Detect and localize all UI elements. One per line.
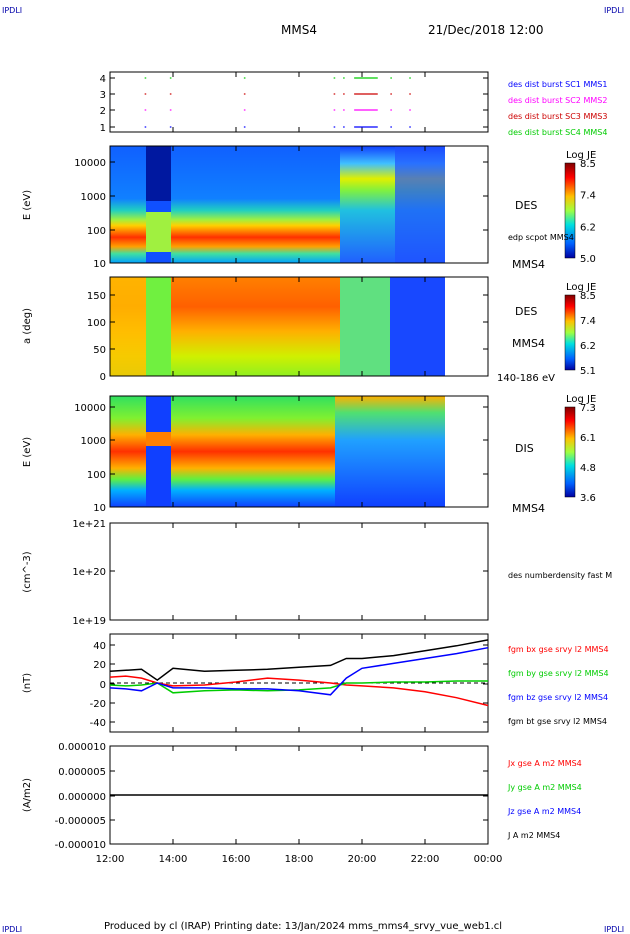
des-energy-spectrogram bbox=[110, 146, 488, 263]
ytick-label-des_energy: 1000 bbox=[81, 192, 106, 203]
legend-entry-bfield: fgm by gse srvy l2 MMS4 bbox=[508, 669, 609, 678]
ytick-label-current: -0.000010 bbox=[55, 840, 106, 851]
colorbar-title: Log JE bbox=[566, 394, 596, 405]
ytick-label-burst: 3 bbox=[100, 90, 106, 101]
ylabel-dis_energy: E (eV) bbox=[22, 437, 33, 467]
ytick-label-dis_energy: 10000 bbox=[74, 403, 106, 414]
xtick-label: 00:00 bbox=[474, 854, 503, 865]
dis-energy-spectrogram bbox=[110, 396, 488, 507]
colorbar-tick-label: 7.4 bbox=[580, 316, 596, 327]
ylabel-density: (cm^-3) bbox=[22, 551, 33, 592]
colorbar-tick-label: 5.1 bbox=[580, 366, 596, 377]
legend-entry-bfield: fgm bx gse srvy l2 MMS4 bbox=[508, 645, 609, 654]
colorbar-des-pitch bbox=[564, 294, 576, 371]
corner-label-top-left: IPDLI bbox=[2, 6, 22, 15]
xtick-label: 20:00 bbox=[348, 854, 377, 865]
right-label-dis_energy: MMS4 bbox=[512, 502, 545, 515]
right-label-des_pitch: MMS4 bbox=[512, 337, 545, 350]
ytick-label-density: 1e+21 bbox=[72, 519, 106, 530]
colorbar-tick-label: 7.3 bbox=[580, 403, 596, 414]
ytick-label-current: 0.000000 bbox=[58, 792, 106, 803]
legend-entry-burst: des dist burst SC4 MMS4 bbox=[508, 128, 607, 137]
legend-entry-burst: des dist burst SC1 MMS1 bbox=[508, 80, 607, 89]
ytick-label-burst: 2 bbox=[100, 106, 106, 117]
xtick-label: 12:00 bbox=[96, 854, 125, 865]
ytick-label-dis_energy: 10 bbox=[93, 503, 106, 514]
ytick-label-density: 1e+19 bbox=[72, 616, 106, 627]
series-line-0 bbox=[109, 675, 489, 707]
xtick-label: 22:00 bbox=[411, 854, 440, 865]
datetime-title: 21/Dec/2018 12:00 bbox=[428, 23, 544, 37]
ylabel-current: (A/m2) bbox=[22, 778, 33, 812]
legend-entry-bfield: fgm bz gse srvy l2 MMS4 bbox=[508, 693, 608, 702]
mission-title: MMS4 bbox=[281, 23, 317, 37]
legend-entry-current: J A m2 MMS4 bbox=[507, 831, 560, 840]
ytick-label-bfield: -20 bbox=[90, 699, 106, 710]
right-label-dis_energy: DIS bbox=[515, 442, 534, 455]
legend-entry-burst: des dist burst SC3 MMS3 bbox=[508, 112, 607, 121]
right-label-des_pitch: 140-186 eV bbox=[497, 373, 555, 384]
ytick-label-dis_energy: 1000 bbox=[81, 436, 106, 447]
ytick-label-current: 0.000010 bbox=[58, 742, 106, 753]
colorbar-tick-label: 6.2 bbox=[580, 341, 596, 352]
xtick-label: 18:00 bbox=[285, 854, 314, 865]
xtick-label: 16:00 bbox=[222, 854, 251, 865]
series-line-2 bbox=[109, 646, 489, 696]
colorbar-des-energy bbox=[564, 162, 576, 259]
ytick-label-bfield: 40 bbox=[93, 641, 106, 652]
ytick-label-bfield: -40 bbox=[90, 718, 106, 729]
xtick-label: 14:00 bbox=[159, 854, 188, 865]
ytick-label-des_energy: 100 bbox=[87, 226, 106, 237]
panel-frame-burst bbox=[109, 71, 489, 133]
ytick-label-des_energy: 10 bbox=[93, 259, 106, 270]
colorbar-title: Log JE bbox=[566, 150, 596, 161]
legend-entry-density: des numberdensity fast M bbox=[508, 571, 612, 580]
colorbar-tick-label: 3.6 bbox=[580, 493, 596, 504]
ytick-label-burst: 1 bbox=[100, 123, 106, 134]
ylabel-des_pitch: a (deg) bbox=[22, 308, 33, 344]
footer-credits: Produced by cl (IRAP) Printing date: 13/… bbox=[104, 921, 502, 932]
ylabel-des_energy: E (eV) bbox=[22, 190, 33, 220]
ytick-label-bfield: 0 bbox=[100, 680, 106, 691]
ytick-label-des_pitch: 150 bbox=[87, 291, 106, 302]
corner-label-bottom-left: IPDLI bbox=[2, 925, 22, 934]
legend-entry-current: Jy gse A m2 MMS4 bbox=[507, 783, 582, 792]
right-label-des_pitch: DES bbox=[515, 305, 537, 318]
ytick-label-des_pitch: 0 bbox=[100, 372, 106, 383]
ytick-label-des_energy: 10000 bbox=[74, 158, 106, 169]
colorbar-tick-label: 6.1 bbox=[580, 433, 596, 444]
right-label-des_energy: DES bbox=[515, 199, 537, 212]
ytick-label-density: 1e+20 bbox=[72, 567, 106, 578]
ylabel-bfield: (nT) bbox=[22, 673, 33, 693]
ytick-label-des_pitch: 50 bbox=[93, 345, 106, 356]
right-label-des_energy: MMS4 bbox=[512, 258, 545, 271]
colorbar-tick-label: 7.4 bbox=[580, 191, 596, 202]
colorbar-tick-label: 6.2 bbox=[580, 222, 596, 233]
colorbar-dis-energy bbox=[564, 406, 576, 498]
series-line-3 bbox=[109, 639, 489, 682]
des-pitch-spectrogram bbox=[110, 277, 488, 376]
legend-entry-bfield: fgm bt gse srvy l2 MMS4 bbox=[508, 717, 607, 726]
legend-entry-current: Jx gse A m2 MMS4 bbox=[507, 759, 582, 768]
ytick-label-current: -0.000005 bbox=[55, 816, 106, 827]
ytick-label-bfield: 20 bbox=[93, 660, 106, 671]
colorbar-tick-label: 8.5 bbox=[580, 291, 596, 302]
ytick-label-des_pitch: 100 bbox=[87, 318, 106, 329]
right-label-des_energy: edp scpot MMS4 bbox=[508, 233, 574, 242]
panel-frame-density bbox=[109, 522, 489, 621]
ytick-label-current: 0.000005 bbox=[58, 767, 106, 778]
ytick-label-dis_energy: 100 bbox=[87, 470, 106, 481]
corner-label-top-right: IPDLI bbox=[604, 6, 624, 15]
colorbar-tick-label: 8.5 bbox=[580, 159, 596, 170]
legend-entry-burst: des dist burst SC2 MMS2 bbox=[508, 96, 607, 105]
colorbar-tick-label: 5.0 bbox=[580, 254, 596, 265]
colorbar-tick-label: 4.8 bbox=[580, 463, 596, 474]
legend-entry-current: Jz gse A m2 MMS4 bbox=[507, 807, 581, 816]
ytick-label-burst: 4 bbox=[100, 74, 106, 85]
colorbar-title: Log JE bbox=[566, 282, 596, 293]
corner-label-bottom-right: IPDLI bbox=[604, 925, 624, 934]
